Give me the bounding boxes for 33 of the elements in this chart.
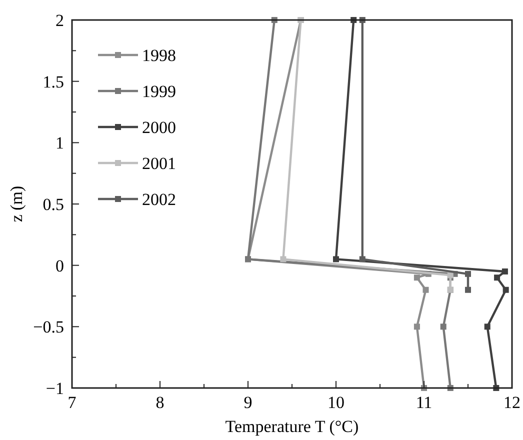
- point: [502, 268, 508, 274]
- x-tick-label: 8: [156, 393, 164, 412]
- legend-label: 2002: [142, 190, 176, 209]
- point: [333, 256, 339, 262]
- legend-label: 1999: [142, 82, 176, 101]
- x-axis-title: Temperature T (°C): [225, 417, 359, 436]
- y-tick-label: 1.5: [42, 72, 64, 92]
- y-tick-label: 2: [56, 11, 64, 30]
- point: [414, 324, 420, 330]
- x-tick-label: 10: [328, 393, 344, 412]
- x-tick-label: 9: [244, 393, 252, 412]
- point: [484, 324, 490, 330]
- x-tick-label: 12: [504, 393, 520, 412]
- y-tick-label: −0.5: [33, 318, 64, 337]
- point: [465, 286, 471, 293]
- point: [422, 286, 429, 293]
- y-tick-label: 0: [56, 256, 64, 276]
- x-tick-label: 7: [68, 393, 77, 412]
- y-tick-label: 1: [56, 134, 64, 153]
- point: [494, 274, 500, 281]
- y-axis-title: z (m): [7, 186, 26, 222]
- point: [440, 324, 446, 330]
- point: [465, 270, 471, 277]
- point: [359, 256, 366, 262]
- legend-label: 2000: [142, 118, 176, 137]
- point: [280, 256, 286, 262]
- legend-label: 1998: [142, 46, 176, 65]
- x-tick-label: 11: [416, 393, 432, 412]
- legend-label: 2001: [142, 154, 176, 173]
- y-tick-label: −1: [46, 379, 64, 398]
- point: [502, 286, 509, 293]
- y-tick-label: 0.5: [42, 195, 64, 214]
- point: [414, 274, 420, 281]
